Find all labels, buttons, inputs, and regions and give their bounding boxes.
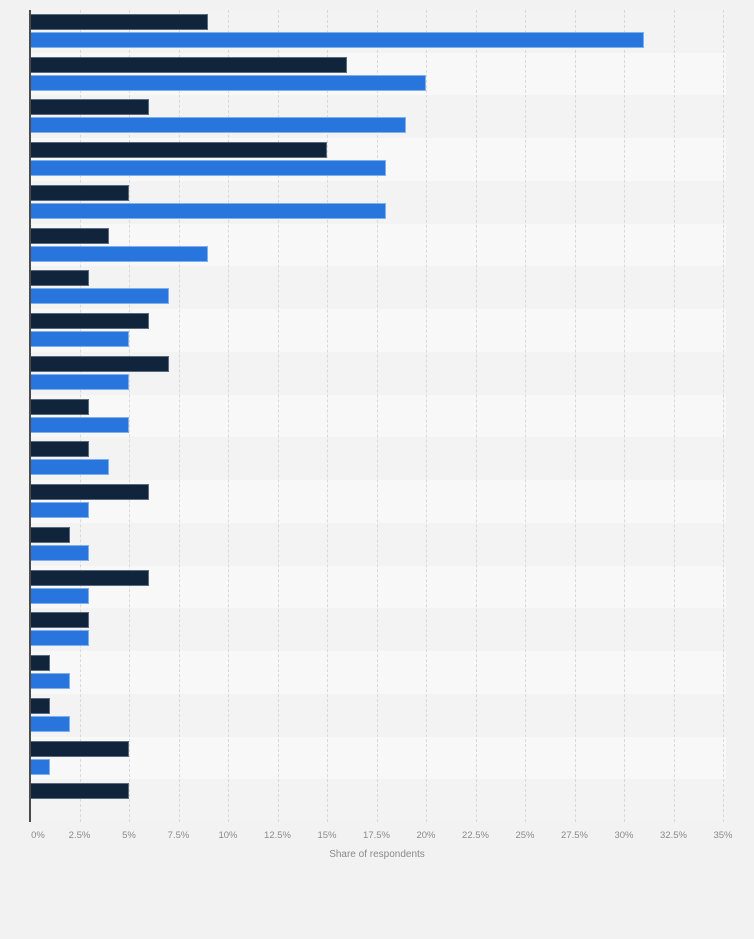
x-tick-label: 5% <box>122 830 136 841</box>
bar-series-1[interactable] <box>30 14 209 30</box>
gridline <box>574 10 576 822</box>
gridline <box>426 10 427 822</box>
bar-series-1[interactable] <box>30 526 70 543</box>
row-band <box>30 651 726 694</box>
bar-series-2[interactable] <box>30 288 169 305</box>
bar-series-1[interactable] <box>30 783 129 800</box>
bar-series-1[interactable] <box>30 655 50 672</box>
x-tick-label: 22.5% <box>462 830 489 841</box>
bar-series-2[interactable] <box>30 331 129 348</box>
bar-series-1[interactable] <box>30 740 129 757</box>
x-tick-label: 27.5% <box>561 830 588 841</box>
bar-series-2[interactable] <box>30 587 90 604</box>
gridline <box>376 10 378 822</box>
bar-series-1[interactable] <box>30 484 149 501</box>
row-band <box>30 437 726 481</box>
bar-series-1[interactable] <box>30 612 90 629</box>
bar-series-2[interactable] <box>30 117 407 134</box>
bar-series-1[interactable] <box>30 184 129 201</box>
x-tick-label: 30% <box>614 830 634 841</box>
bar-series-2[interactable] <box>30 202 387 219</box>
row-band <box>30 779 726 822</box>
row-band <box>30 394 726 438</box>
gridline <box>79 10 81 822</box>
bar-series-2[interactable] <box>30 673 70 690</box>
bar-series-2[interactable] <box>30 715 70 732</box>
row-band <box>30 693 726 737</box>
bar-series-1[interactable] <box>30 398 90 415</box>
bar-series-2[interactable] <box>30 32 644 48</box>
x-tick-label: 12.5% <box>264 830 291 841</box>
row-band <box>30 736 726 780</box>
x-tick-label: 17.5% <box>363 830 390 841</box>
x-tick-label: 15% <box>317 830 337 841</box>
x-tick-label: 10% <box>218 830 238 841</box>
row-band <box>30 608 726 652</box>
bar-series-1[interactable] <box>30 441 90 458</box>
bar-series-2[interactable] <box>30 373 129 390</box>
bar-series-2[interactable] <box>30 160 387 177</box>
gridline <box>723 10 724 822</box>
x-tick-label: 35% <box>713 830 733 841</box>
gridline <box>277 10 279 822</box>
x-tick-label: 2.5% <box>68 830 91 841</box>
gridline <box>178 10 180 822</box>
bar-series-2[interactable] <box>30 74 426 91</box>
bar-series-1[interactable] <box>30 56 347 73</box>
gridline <box>327 10 328 822</box>
x-tick-label: 32.5% <box>660 830 687 841</box>
bar-series-1[interactable] <box>30 99 149 116</box>
bar-series-2[interactable] <box>30 758 50 775</box>
bar-series-2[interactable] <box>30 630 90 647</box>
gridline <box>129 10 130 822</box>
gridline <box>475 10 477 822</box>
bar-series-2[interactable] <box>30 459 110 476</box>
bar-series-2[interactable] <box>30 544 90 561</box>
x-tick-label: 20% <box>416 830 436 841</box>
x-tick-label: 0% <box>31 830 45 841</box>
gridline <box>525 10 526 822</box>
bar-series-2[interactable] <box>30 416 129 433</box>
y-axis-line <box>29 10 31 822</box>
bar-series-1[interactable] <box>30 270 90 287</box>
x-tick-label: 7.5% <box>167 830 190 841</box>
bar-series-2[interactable] <box>30 502 90 519</box>
gridline <box>673 10 675 822</box>
bar-series-1[interactable] <box>30 355 169 372</box>
x-axis-label: Share of respondents <box>329 849 425 860</box>
bar-series-1[interactable] <box>30 697 50 714</box>
bar-series-2[interactable] <box>30 245 209 262</box>
x-tick-label: 25% <box>515 830 535 841</box>
bar-series-1[interactable] <box>30 227 110 244</box>
gridline <box>228 10 229 822</box>
row-band <box>30 522 726 566</box>
bar-series-1[interactable] <box>30 142 327 159</box>
gridline <box>624 10 625 822</box>
bar-series-1[interactable] <box>30 569 149 586</box>
bar-series-1[interactable] <box>30 313 149 330</box>
